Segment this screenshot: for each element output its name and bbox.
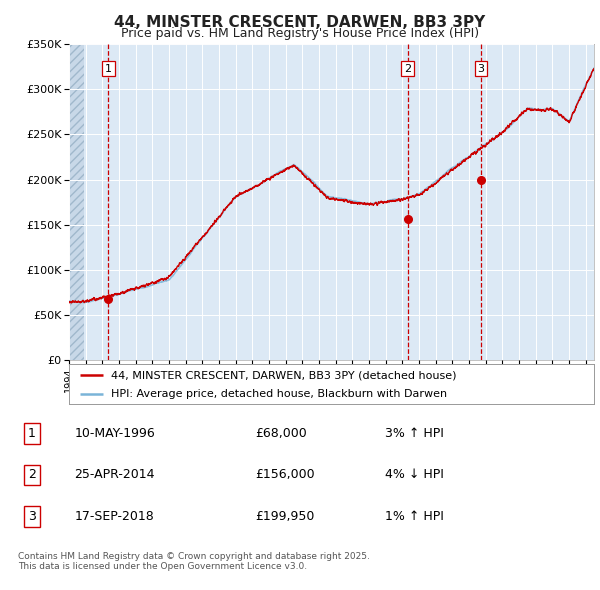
Text: 44, MINSTER CRESCENT, DARWEN, BB3 3PY: 44, MINSTER CRESCENT, DARWEN, BB3 3PY bbox=[115, 15, 485, 30]
Text: £199,950: £199,950 bbox=[255, 510, 314, 523]
Text: 1: 1 bbox=[105, 64, 112, 74]
Text: £68,000: £68,000 bbox=[255, 427, 307, 440]
Text: 44, MINSTER CRESCENT, DARWEN, BB3 3PY (detached house): 44, MINSTER CRESCENT, DARWEN, BB3 3PY (d… bbox=[111, 371, 457, 381]
Text: 2: 2 bbox=[28, 468, 36, 481]
Text: £156,000: £156,000 bbox=[255, 468, 314, 481]
Text: HPI: Average price, detached house, Blackburn with Darwen: HPI: Average price, detached house, Blac… bbox=[111, 389, 447, 399]
Bar bbox=[69, 44, 84, 360]
Text: 3: 3 bbox=[28, 510, 36, 523]
Text: Contains HM Land Registry data © Crown copyright and database right 2025.
This d: Contains HM Land Registry data © Crown c… bbox=[18, 552, 370, 571]
Text: 3% ↑ HPI: 3% ↑ HPI bbox=[385, 427, 443, 440]
Text: 17-SEP-2018: 17-SEP-2018 bbox=[74, 510, 154, 523]
Text: Price paid vs. HM Land Registry's House Price Index (HPI): Price paid vs. HM Land Registry's House … bbox=[121, 27, 479, 40]
Text: 3: 3 bbox=[478, 64, 484, 74]
Text: 4% ↓ HPI: 4% ↓ HPI bbox=[385, 468, 443, 481]
Text: 10-MAY-1996: 10-MAY-1996 bbox=[74, 427, 155, 440]
Text: 2: 2 bbox=[404, 64, 411, 74]
Text: 1: 1 bbox=[28, 427, 36, 440]
Text: 25-APR-2014: 25-APR-2014 bbox=[74, 468, 155, 481]
Bar bbox=[69, 44, 84, 360]
Text: 1% ↑ HPI: 1% ↑ HPI bbox=[385, 510, 443, 523]
